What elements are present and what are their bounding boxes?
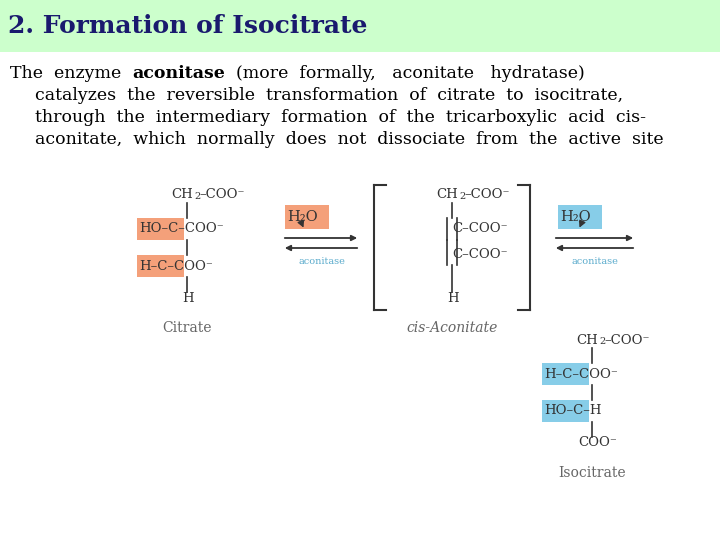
Text: –COO⁻: –COO⁻ — [199, 188, 245, 201]
Bar — [137, 255, 184, 277]
Text: cis-Aconitate: cis-Aconitate — [406, 321, 498, 335]
Text: 2: 2 — [599, 337, 606, 346]
Text: Isocitrate: Isocitrate — [558, 466, 626, 480]
Text: CH: CH — [171, 188, 193, 201]
Text: aconitase: aconitase — [299, 258, 346, 267]
Text: –COO⁻: –COO⁻ — [464, 188, 510, 201]
Bar — [285, 205, 329, 229]
Text: through  the  intermediary  formation  of  the  tricarboxylic  acid  cis-: through the intermediary formation of th… — [35, 110, 646, 126]
Text: aconitase: aconitase — [572, 258, 618, 267]
Text: CH: CH — [436, 188, 458, 201]
Text: C–COO⁻: C–COO⁻ — [452, 222, 508, 235]
Text: HO–C–H: HO–C–H — [544, 404, 601, 417]
Text: H–C–COO⁻: H–C–COO⁻ — [139, 260, 213, 273]
Bar — [137, 218, 184, 240]
Text: –COO⁻: –COO⁻ — [604, 334, 649, 347]
Bar — [558, 205, 602, 229]
Text: (more  formally,   aconitate   hydratase): (more formally, aconitate hydratase) — [225, 65, 585, 83]
Text: catalyzes  the  reversible  transformation  of  citrate  to  isocitrate,: catalyzes the reversible transformation … — [35, 87, 623, 105]
Text: C–COO⁻: C–COO⁻ — [452, 248, 508, 261]
Text: aconitase: aconitase — [132, 65, 225, 83]
Text: HO–C–COO⁻: HO–C–COO⁻ — [139, 222, 224, 235]
Text: COO⁻: COO⁻ — [578, 436, 617, 449]
Text: H₂O: H₂O — [287, 210, 318, 224]
Text: H₂O: H₂O — [560, 210, 590, 224]
Text: H: H — [447, 292, 459, 305]
Text: 2. Formation of Isocitrate: 2. Formation of Isocitrate — [8, 14, 367, 38]
Bar — [542, 363, 589, 385]
Bar — [542, 400, 589, 422]
Text: H: H — [182, 292, 194, 305]
Text: The  enzyme: The enzyme — [10, 65, 132, 83]
Bar — [0, 0, 720, 52]
Text: 2: 2 — [459, 192, 465, 201]
Text: aconitate,  which  normally  does  not  dissociate  from  the  active  site: aconitate, which normally does not disso… — [35, 132, 664, 148]
Text: CH: CH — [576, 334, 598, 347]
Text: 2: 2 — [194, 192, 200, 201]
Text: Citrate: Citrate — [162, 321, 212, 335]
Text: H–C–COO⁻: H–C–COO⁻ — [544, 368, 618, 381]
